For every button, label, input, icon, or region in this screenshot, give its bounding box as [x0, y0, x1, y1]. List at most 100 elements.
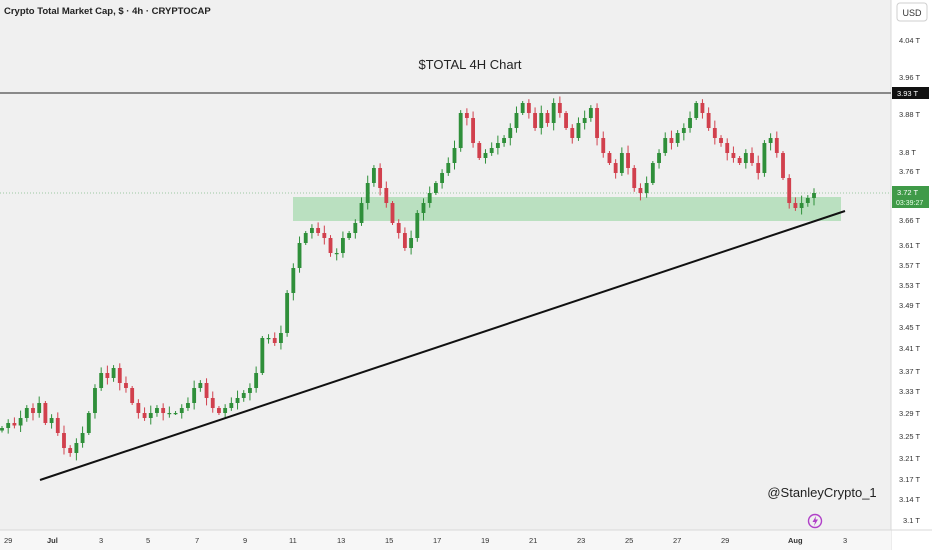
bearish-candle — [217, 408, 221, 413]
bearish-candle — [601, 138, 606, 153]
bullish-candle — [24, 408, 29, 418]
bullish-candle — [359, 203, 364, 223]
bullish-candle — [371, 168, 376, 183]
bearish-candle — [613, 163, 618, 173]
bullish-candle — [433, 183, 438, 193]
x-tick-label: 17 — [433, 536, 441, 545]
bullish-candle — [6, 423, 11, 428]
symbol-title: Crypto Total Market Cap, $ · 4h · CRYPTO… — [4, 6, 211, 17]
bullish-candle — [279, 333, 283, 343]
ascending-trendline — [39, 210, 846, 481]
y-tick-label: 3.1 T — [903, 516, 920, 525]
bullish-candle — [681, 128, 686, 133]
y-tick-label: 3.14 T — [899, 495, 921, 504]
bullish-candle — [223, 408, 228, 413]
x-tick-label: 3 — [99, 536, 103, 545]
bullish-candle — [235, 398, 240, 403]
bearish-candle — [124, 383, 128, 388]
y-tick-label: 3.17 T — [899, 475, 921, 484]
x-tick-label: 19 — [481, 536, 489, 545]
bullish-candle — [303, 233, 308, 243]
bearish-candle — [557, 103, 562, 113]
bearish-candle — [632, 168, 637, 188]
bearish-candle — [595, 108, 599, 138]
y-tick-label: 3.8 T — [899, 148, 916, 157]
bullish-candle — [619, 153, 624, 173]
bullish-candle — [111, 368, 116, 378]
bullish-candle — [657, 153, 661, 163]
price-scale-panel[interactable] — [891, 0, 932, 550]
bearish-candle — [731, 153, 736, 158]
y-tick-label: 4.04 T — [899, 36, 921, 45]
bullish-candle — [514, 113, 519, 128]
bullish-candle — [167, 413, 172, 415]
bullish-candle — [427, 193, 432, 203]
bearish-candle — [793, 203, 798, 208]
bullish-candle — [675, 133, 680, 143]
bullish-candle — [805, 198, 810, 203]
y-tick-label: 3.53 T — [899, 281, 921, 290]
bullish-candle — [148, 413, 153, 418]
bullish-candle — [446, 163, 451, 173]
bearish-candle — [638, 188, 643, 193]
bullish-candle — [489, 148, 494, 153]
bullish-candle — [248, 388, 252, 393]
bearish-candle — [322, 233, 327, 238]
bearish-candle — [161, 408, 166, 413]
bearish-candle — [272, 338, 277, 343]
time-axis-panel[interactable] — [0, 530, 891, 550]
author-watermark: @StanleyCrypto_1 — [767, 485, 876, 500]
bearish-candle — [774, 138, 779, 153]
bullish-candle — [266, 338, 271, 340]
x-tick-label: 15 — [385, 536, 393, 545]
y-tick-label: 3.45 T — [899, 323, 921, 332]
bullish-candle — [99, 373, 104, 388]
bullish-candle — [173, 413, 178, 415]
bullish-candle — [86, 413, 91, 433]
x-tick-label: 5 — [146, 536, 150, 545]
x-tick-label: 29 — [721, 536, 729, 545]
bullish-candle — [483, 153, 488, 158]
bearish-candle — [787, 178, 792, 203]
bearish-candle — [526, 103, 531, 113]
y-axis-ticks: 4.04 T 3.96 T 3.88 T 3.8 T 3.76 T 3.66 T… — [899, 36, 921, 525]
bearish-candle — [31, 408, 35, 413]
y-tick-label: 3.57 T — [899, 261, 921, 270]
lightning-icon[interactable] — [807, 513, 823, 529]
bullish-candle — [285, 293, 290, 333]
bullish-candle — [254, 373, 259, 388]
bearish-candle — [117, 368, 122, 383]
bullish-candle — [539, 113, 544, 128]
y-tick-label: 3.88 T — [899, 110, 921, 119]
bullish-candle — [260, 338, 265, 373]
current-price-tag — [892, 186, 929, 208]
bullish-candle — [495, 143, 500, 148]
bearish-candle — [210, 398, 215, 408]
current-price-label: 3.72 T — [897, 188, 919, 197]
chart-title: $TOTAL 4H Chart — [418, 57, 521, 72]
bullish-candle — [508, 128, 513, 138]
bearish-candle — [105, 373, 110, 378]
bullish-candle — [440, 173, 445, 183]
y-tick-label: 3.37 T — [899, 367, 921, 376]
bullish-candle — [241, 393, 246, 398]
bearish-candle — [384, 188, 389, 203]
x-tick-label: Jul — [47, 536, 58, 545]
y-tick-label: 3.29 T — [899, 409, 921, 418]
bullish-candle — [688, 118, 692, 128]
bullish-candle — [49, 418, 54, 423]
bullish-candle — [421, 203, 426, 213]
y-tick-label: 3.25 T — [899, 432, 921, 441]
bearish-candle — [719, 138, 723, 143]
bearish-candle — [55, 418, 60, 433]
y-tick-label: 3.41 T — [899, 344, 921, 353]
bearish-candle — [43, 403, 48, 423]
bullish-candle — [799, 203, 804, 208]
bearish-candle — [12, 423, 17, 426]
currency-button[interactable] — [896, 2, 928, 22]
bullish-candle — [502, 138, 506, 143]
bullish-candle — [762, 143, 767, 173]
bearish-candle — [725, 143, 730, 153]
